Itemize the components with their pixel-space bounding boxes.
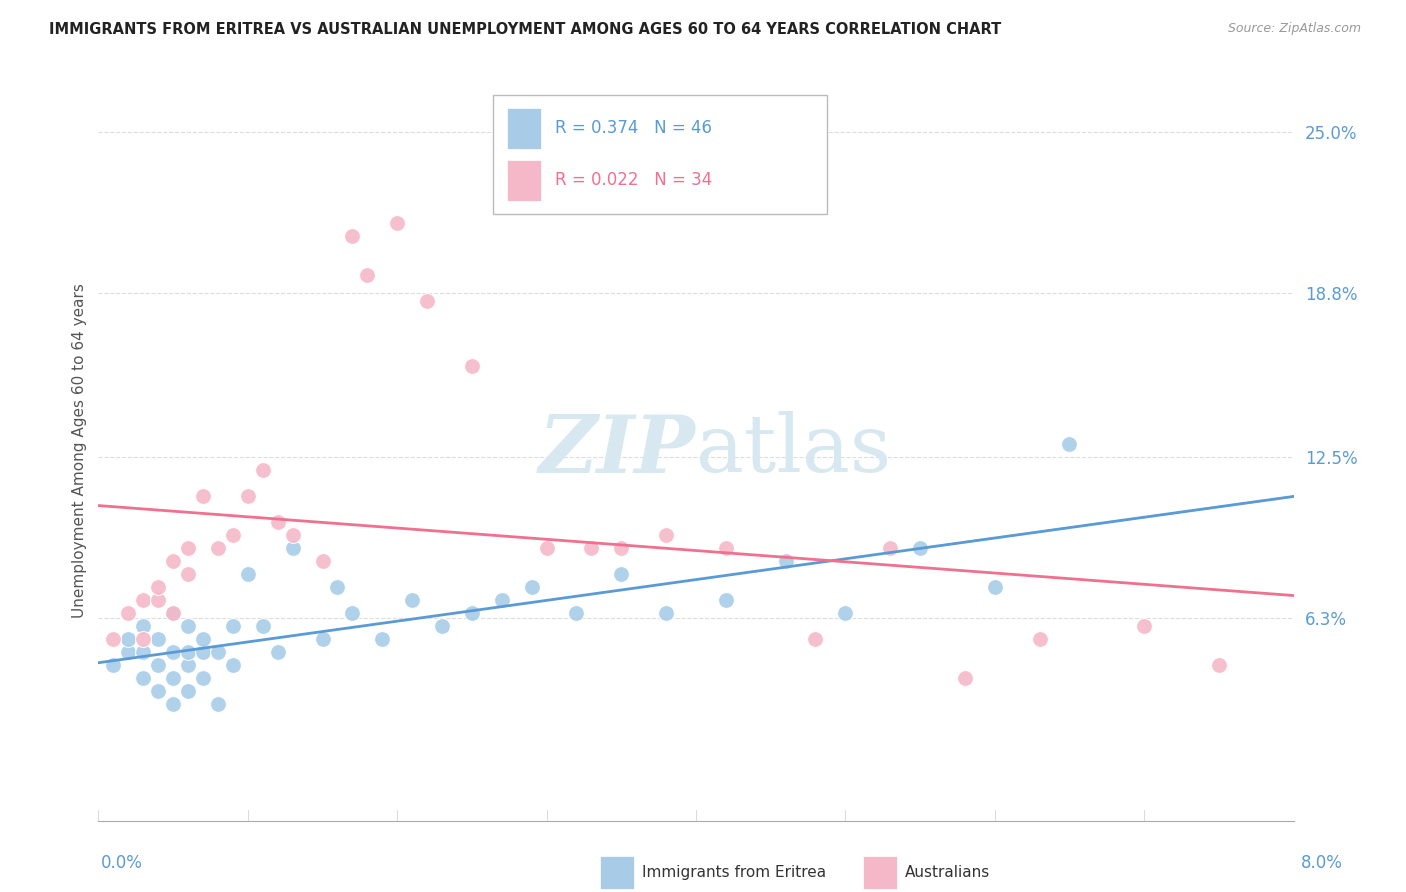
Point	[162, 606, 184, 620]
Point	[117, 632, 139, 646]
Point	[222, 619, 245, 633]
FancyBboxPatch shape	[863, 856, 897, 888]
Point	[461, 606, 484, 620]
Point	[1028, 632, 1050, 646]
Point	[371, 632, 394, 646]
Point	[132, 592, 155, 607]
Point	[132, 671, 155, 685]
Point	[1208, 657, 1230, 672]
Text: Australians: Australians	[905, 865, 990, 880]
Point	[132, 619, 155, 633]
Point	[148, 580, 170, 594]
Text: atlas: atlas	[696, 411, 891, 490]
Point	[311, 554, 333, 568]
Point	[461, 359, 484, 373]
Point	[655, 606, 678, 620]
FancyBboxPatch shape	[508, 108, 541, 149]
Point	[236, 566, 259, 581]
Point	[804, 632, 827, 646]
Y-axis label: Unemployment Among Ages 60 to 64 years: Unemployment Among Ages 60 to 64 years	[72, 283, 87, 618]
Point	[385, 216, 409, 230]
Point	[177, 541, 200, 555]
Point	[177, 566, 200, 581]
Point	[191, 489, 214, 503]
Point	[207, 541, 229, 555]
Point	[191, 645, 214, 659]
Point	[714, 541, 737, 555]
Text: Source: ZipAtlas.com: Source: ZipAtlas.com	[1227, 22, 1361, 36]
Point	[162, 697, 184, 711]
Point	[117, 606, 139, 620]
Point	[281, 528, 304, 542]
Point	[103, 657, 125, 672]
Point	[222, 657, 245, 672]
Point	[342, 229, 364, 244]
Text: 8.0%: 8.0%	[1301, 855, 1343, 872]
Point	[834, 606, 856, 620]
Point	[222, 528, 245, 542]
Point	[430, 619, 453, 633]
Text: 0.0%: 0.0%	[101, 855, 143, 872]
Point	[416, 294, 439, 309]
Text: IMMIGRANTS FROM ERITREA VS AUSTRALIAN UNEMPLOYMENT AMONG AGES 60 TO 64 YEARS COR: IMMIGRANTS FROM ERITREA VS AUSTRALIAN UN…	[49, 22, 1001, 37]
Point	[775, 554, 797, 568]
Point	[356, 268, 378, 282]
Text: R = 0.022   N = 34: R = 0.022 N = 34	[555, 171, 713, 189]
Point	[610, 541, 633, 555]
Point	[267, 645, 290, 659]
FancyBboxPatch shape	[494, 95, 828, 213]
Point	[655, 528, 678, 542]
Point	[162, 671, 184, 685]
Point	[984, 580, 1007, 594]
Point	[326, 580, 349, 594]
Point	[267, 515, 290, 529]
Point	[103, 632, 125, 646]
Point	[177, 683, 200, 698]
Point	[953, 671, 976, 685]
Point	[191, 632, 214, 646]
Point	[132, 645, 155, 659]
Point	[132, 632, 155, 646]
Text: ZIP: ZIP	[538, 412, 696, 489]
Point	[177, 619, 200, 633]
Point	[1133, 619, 1156, 633]
Point	[207, 697, 229, 711]
Point	[879, 541, 901, 555]
Point	[581, 541, 603, 555]
Text: R = 0.374   N = 46: R = 0.374 N = 46	[555, 120, 711, 137]
Point	[236, 489, 259, 503]
Point	[311, 632, 333, 646]
Point	[252, 463, 274, 477]
Point	[162, 554, 184, 568]
Point	[908, 541, 931, 555]
Point	[148, 592, 170, 607]
Point	[252, 619, 274, 633]
Point	[401, 592, 423, 607]
Point	[207, 645, 229, 659]
FancyBboxPatch shape	[508, 160, 541, 201]
Text: Immigrants from Eritrea: Immigrants from Eritrea	[643, 865, 827, 880]
Point	[162, 645, 184, 659]
Point	[1059, 437, 1081, 451]
Point	[177, 645, 200, 659]
Point	[148, 632, 170, 646]
FancyBboxPatch shape	[600, 856, 634, 888]
Point	[565, 606, 588, 620]
Point	[148, 683, 170, 698]
Point	[342, 606, 364, 620]
Point	[536, 541, 558, 555]
Point	[714, 592, 737, 607]
Point	[491, 592, 513, 607]
Point	[177, 657, 200, 672]
Point	[191, 671, 214, 685]
Point	[148, 657, 170, 672]
Point	[162, 606, 184, 620]
Point	[117, 645, 139, 659]
Point	[610, 566, 633, 581]
Point	[281, 541, 304, 555]
Point	[520, 580, 543, 594]
